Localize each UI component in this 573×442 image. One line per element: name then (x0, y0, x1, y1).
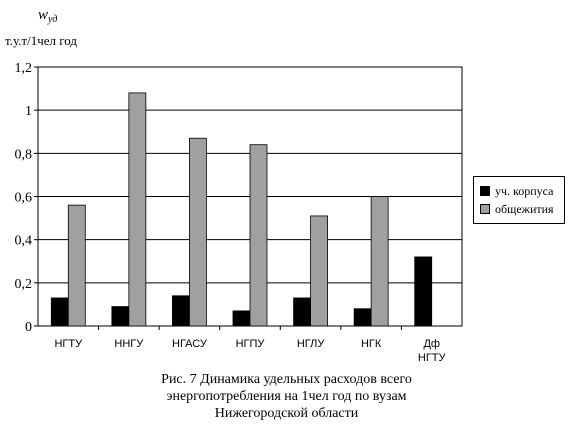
x-tick-label-line: Дф (423, 338, 440, 350)
y-axis-units: т.у.т/1чел год (5, 33, 77, 48)
x-tick-label: НГПУ (236, 338, 266, 350)
y-tick-label: 0,4 (15, 234, 33, 249)
legend-item-series-1: уч. корпуса (480, 184, 553, 198)
bar-2-3 (189, 137, 207, 327)
bar-1-4 (232, 310, 251, 327)
x-tick-label-line: ННГУ (114, 338, 144, 350)
x-tick-label: НГК (361, 338, 382, 350)
y-tick-label: 0 (25, 320, 32, 335)
bar-2-5 (310, 215, 328, 327)
x-tick-label-line: НГТУ (418, 352, 447, 364)
bar-1-1 (50, 297, 69, 327)
caption-line-3: Нижегородской области (214, 406, 359, 421)
bar-1-7 (414, 256, 433, 327)
x-tick-label-line: НГТУ (54, 338, 83, 350)
x-tick-label: НГЛУ (297, 338, 326, 350)
bar-2-1 (67, 204, 86, 327)
bar-1-2 (111, 306, 130, 327)
figure-caption: Рис. 7 Динамика удельных расходов всего … (0, 371, 573, 422)
bar-1-3 (172, 295, 190, 327)
y-tick-label: 0,2 (15, 277, 33, 292)
bar-2-4 (249, 144, 268, 327)
x-tick-label: НГАСУ (172, 338, 208, 350)
bar-1-6 (353, 308, 372, 327)
x-tick-label-line: НГАСУ (172, 338, 208, 350)
y-tick-label: 1 (25, 104, 32, 119)
bar-2-6 (370, 196, 389, 327)
legend: уч. корпуса общежития (473, 176, 565, 224)
y-axis-symbol: wуд (38, 7, 57, 25)
x-tick-label-line: НГЛУ (297, 338, 326, 350)
x-tick-label-line: НГПУ (236, 338, 266, 350)
legend-label-series-1: уч. корпуса (495, 183, 554, 198)
x-tick-label: ННГУ (114, 338, 144, 350)
legend-item-series-2: общежития (480, 202, 554, 216)
legend-swatch-series-1 (480, 186, 490, 196)
caption-line-1: Рис. 7 Динамика удельных расходов всего (161, 372, 412, 387)
legend-label-series-2: общежития (495, 201, 554, 216)
y-tick-label: 1,2 (15, 61, 33, 76)
x-tick-label: Дф НГТУ (418, 338, 447, 364)
y-axis-symbol-sub: уд (47, 14, 57, 25)
bar-1-5 (293, 297, 311, 327)
x-tick-label: НГТУ (54, 338, 83, 350)
y-axis-symbol-main: w (38, 7, 48, 23)
y-tick-label: 0,8 (15, 147, 33, 162)
x-tick-label-line: НГК (361, 338, 382, 350)
caption-line-2: энергопотребления на 1чел год по вузам (166, 389, 407, 404)
y-tick-label: 0,6 (15, 191, 33, 206)
bar-2-2 (128, 92, 147, 327)
legend-swatch-series-2 (480, 204, 490, 214)
